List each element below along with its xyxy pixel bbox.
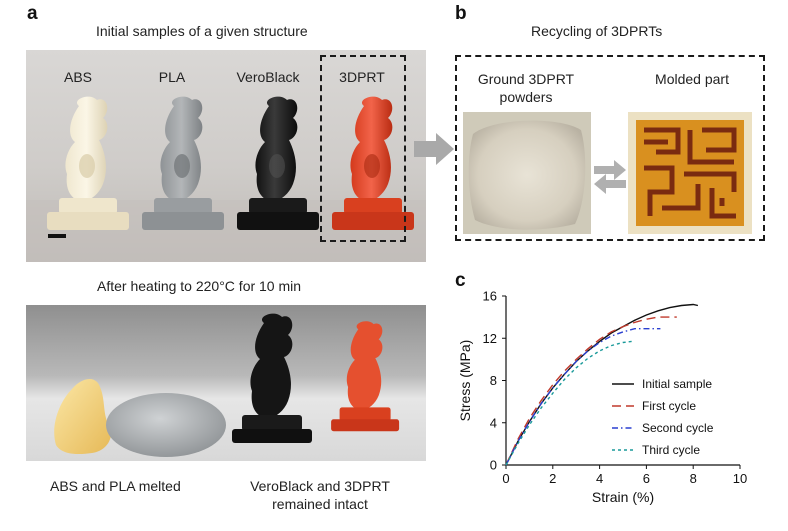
melted-abs (54, 378, 112, 455)
caption-intact-line1: VeroBlack and 3DPRT (250, 478, 390, 494)
y-tick-label: 0 (490, 458, 497, 473)
x-tick-label: 4 (596, 471, 603, 486)
highlight-box-3dprt (320, 55, 406, 242)
recycling-box (455, 55, 765, 241)
photo-ground-powder (463, 112, 591, 234)
x-tick-label: 2 (549, 471, 556, 486)
panel-a-letter: a (27, 3, 38, 24)
caption-intact-line2: remained intact (272, 496, 368, 512)
legend-label: First cycle (642, 399, 696, 413)
panel-a-title-top: Initial samples of a given structure (96, 23, 308, 39)
x-axis-label: Strain (%) (592, 489, 654, 505)
caption-melted: ABS and PLA melted (50, 478, 181, 494)
ground-powder-label-line1: Ground 3DPRT (477, 71, 575, 87)
statue-pla (142, 96, 224, 230)
legend-label: Third cycle (642, 443, 700, 457)
y-tick-label: 12 (483, 331, 497, 346)
scale-bar (48, 234, 66, 238)
melted-pla (106, 393, 226, 457)
panel-b-title: Recycling of 3DPRTs (531, 23, 663, 39)
statue-abs (47, 96, 129, 230)
sample-label-pla: PLA (158, 69, 186, 85)
stress-strain-chart: 0 2 4 6 8 10 0 4 8 12 16 Strain (%) Stress (MPa) Init… (440, 282, 770, 526)
series-line-2 (505, 316, 677, 466)
intact-3dprt (331, 321, 400, 432)
x-tick-label: 6 (643, 471, 650, 486)
legend-label: Second cycle (642, 421, 714, 435)
sample-label-3dprt: 3DPRT (339, 69, 385, 85)
statue-3dprt (332, 96, 414, 230)
x-tick-label: 8 (690, 471, 697, 486)
panel-b-letter: b (455, 3, 467, 24)
series-line-1 (505, 303, 699, 466)
molded-part-label: Molded part (655, 71, 729, 87)
recycle-arrows-icon (592, 158, 628, 194)
statue-veroblack (237, 96, 319, 230)
x-tick-label: 0 (502, 471, 509, 486)
y-tick-label: 16 (483, 289, 497, 304)
arrow-right-icon (414, 131, 454, 167)
sample-label-abs: ABS (63, 69, 92, 85)
y-tick-label: 8 (490, 373, 497, 388)
x-tick-label: 10 (733, 471, 747, 486)
sample-label-veroblack: VeroBlack (236, 69, 300, 85)
photo-after-heating (26, 305, 426, 461)
panel-a-title-bottom: After heating to 220°C for 10 min (97, 278, 302, 294)
series-line-3 (505, 328, 661, 466)
ground-powder-label-line2: powders (499, 89, 553, 105)
intact-veroblack (232, 313, 312, 443)
legend-label: Initial sample (642, 377, 712, 391)
photo-initial-samples (26, 50, 426, 262)
panel-c-letter: c (455, 270, 466, 291)
photo-molded-part (628, 112, 752, 234)
y-axis-label: Stress (MPa) (457, 340, 473, 422)
series-line-4 (505, 340, 633, 466)
y-tick-label: 4 (490, 415, 497, 430)
